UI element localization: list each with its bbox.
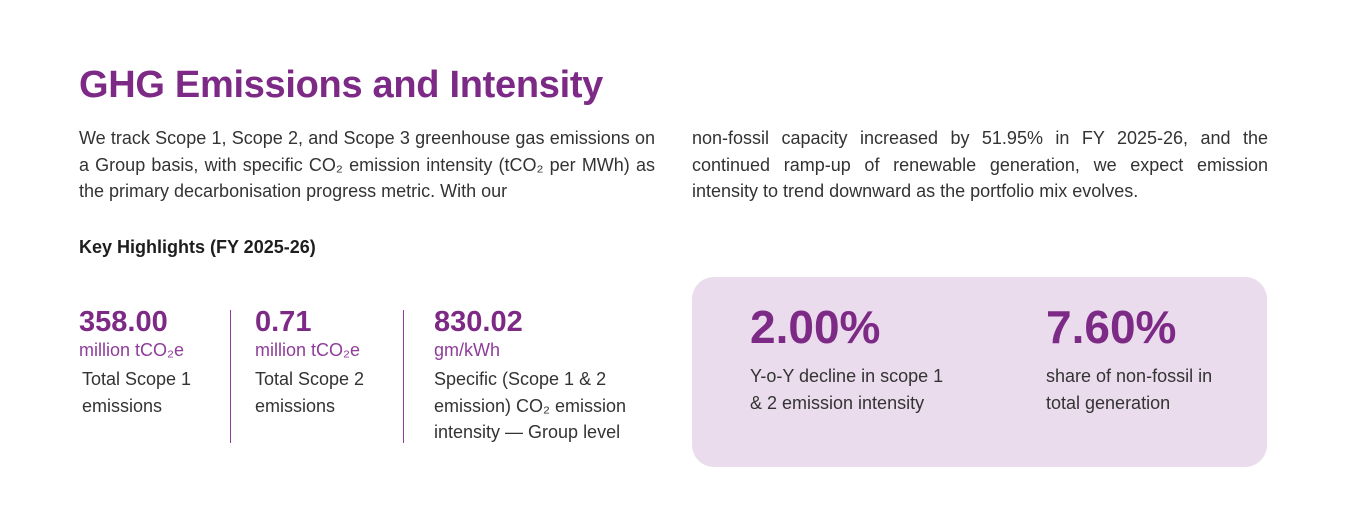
stat-label: Specific (Scope 1 & 2 emission) CO₂ emis… [434,369,627,442]
stat-value: 0.71 [255,306,312,338]
stat-divider [403,310,404,443]
callout-stat-value: 2.00% [750,301,881,353]
stat-unit: gm/kWh [434,340,501,360]
stat-label: Total Scope 1 emissions [82,369,192,416]
stat-total-scope1: 358.00 million tCO₂e Total Scope 1 emiss… [79,306,219,419]
stat-emission-intensity: 830.02 gm/kWh Specific (Scope 1 & 2 emis… [434,306,664,446]
callout-stat-non-fossil-share: 7.60% share of non-fossil in total gener… [1046,301,1226,416]
key-highlights-heading: Key Highlights (FY 2025-26) [79,237,316,257]
stat-total-scope2: 0.71 million tCO₂e Total Scope 2 emissio… [255,306,395,419]
page-title: GHG Emissions and Intensity [79,64,604,106]
stat-divider [230,310,231,443]
callout-stat-label: share of non-fossil in total generation [1046,366,1213,413]
intro-paragraph-right: non-fossil capacity increased by 51.95% … [692,128,1268,201]
stat-value: 830.02 [434,306,523,338]
callout-stat-label: Y-o-Y decline in scope 1 & 2 emission in… [750,366,944,413]
callout-stat-value: 7.60% [1046,301,1177,353]
highlight-callout-box: 2.00% Y-o-Y decline in scope 1 & 2 emiss… [692,277,1267,467]
callout-stat-yoy-decline: 2.00% Y-o-Y decline in scope 1 & 2 emiss… [750,301,950,416]
stat-value: 358.00 [79,306,168,338]
stat-unit: million tCO₂e [79,340,185,360]
intro-paragraph-left: We track Scope 1, Scope 2, and Scope 3 g… [79,128,655,201]
stat-label: Total Scope 2 emissions [255,369,365,416]
stat-unit: million tCO₂e [255,340,361,360]
